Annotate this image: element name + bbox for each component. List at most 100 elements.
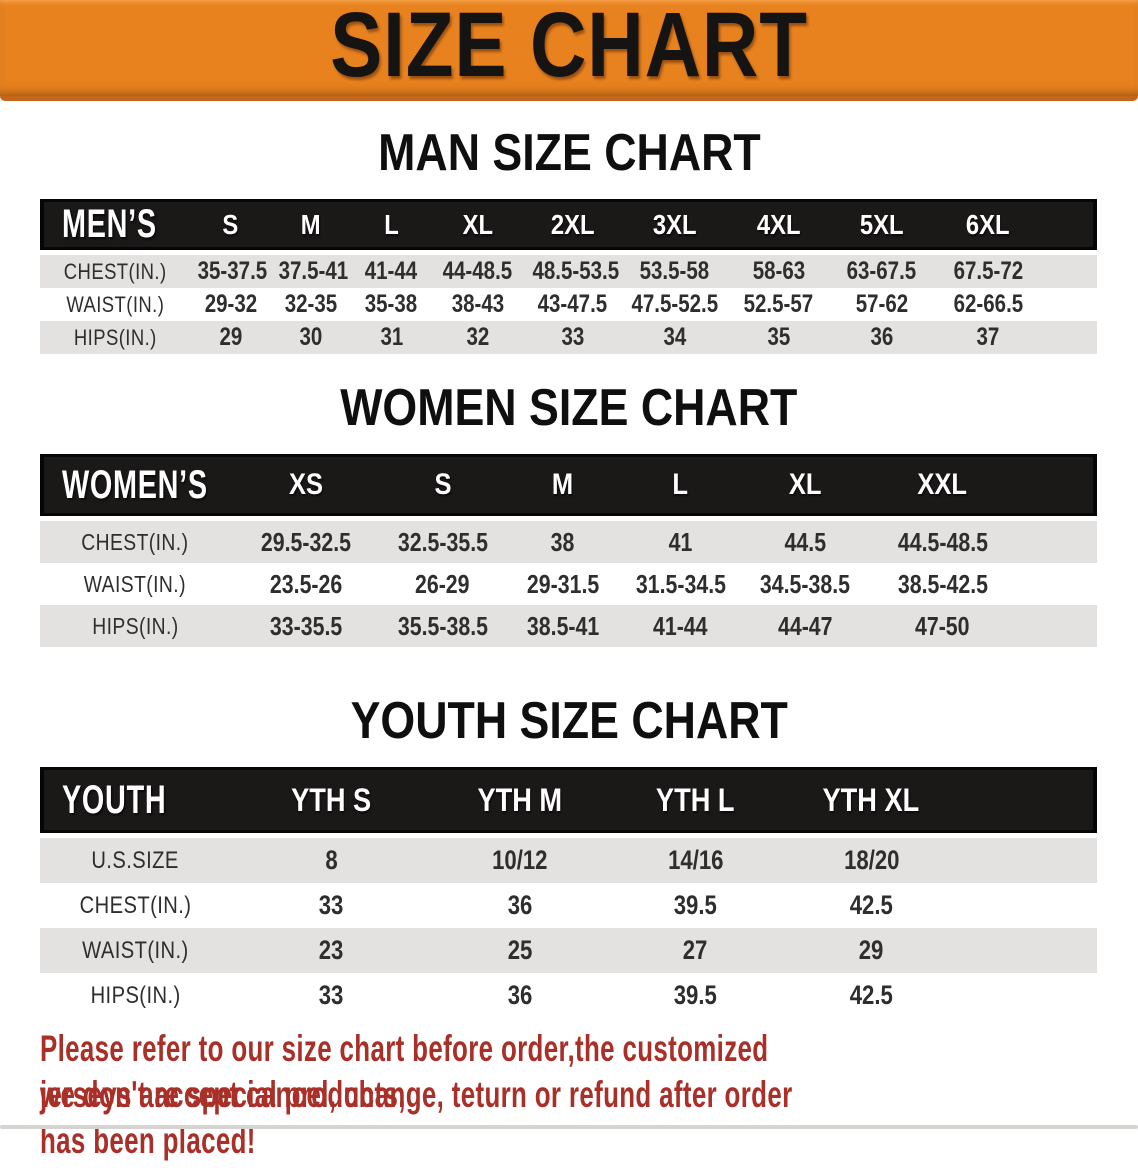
size-header-cell: M — [504, 454, 622, 516]
men-section-title-text: MAN SIZE CHART — [377, 124, 761, 182]
value-cell: 32-35 — [271, 288, 351, 321]
phantom-cell — [1014, 521, 1097, 563]
measurement-row: HIPS(IN.) 33-35.5 35.5-38.5 38.5-41 41-44 44-… — [40, 605, 1097, 647]
value-cell: 33 — [523, 321, 623, 354]
size-header-cell: 5XL — [830, 199, 934, 250]
header-gap — [40, 250, 1097, 255]
size-header-cell: 2XL — [523, 199, 623, 250]
size-header-cell-text: 2XL — [550, 208, 595, 240]
value-cell-text: 44-47 — [777, 610, 833, 641]
women-section-title-text: WOMEN SIZE CHART — [340, 379, 798, 437]
size-header-cell-text: XL — [462, 208, 493, 240]
value-cell: 63-67.5 — [830, 255, 934, 288]
value-cell-text: 39.5 — [673, 980, 717, 1010]
value-cell: 38-43 — [432, 288, 523, 321]
value-cell-text: 41-44 — [653, 610, 708, 641]
value-cell-text: 53.5-58 — [639, 257, 710, 285]
value-cell: 47.5-52.5 — [622, 288, 727, 321]
size-header-cell: 4XL — [726, 199, 831, 250]
value-cell-text: 38 — [550, 526, 575, 557]
value-cell-text: 34.5-38.5 — [760, 568, 851, 599]
size-header-cell: M — [271, 199, 351, 250]
size-header-cell: YTH XL — [783, 767, 960, 833]
value-cell: 44-48.5 — [432, 255, 523, 288]
value-cell: 41-44 — [350, 255, 433, 288]
value-cell: 25 — [432, 928, 608, 973]
value-cell: 67.5-72 — [933, 255, 1043, 288]
value-cell: 43-47.5 — [523, 288, 623, 321]
value-cell-text: 26-29 — [415, 568, 470, 599]
value-cell: 27 — [607, 928, 784, 973]
women-size-table: WOMEN’S XS S M L XL XXL CHEST(IN.) 29.5-32.5 32.5… — [40, 454, 1097, 647]
value-cell: 33-35.5 — [230, 605, 382, 647]
value-cell: 39.5 — [607, 973, 784, 1018]
row-label: WAIST(IN.) — [40, 563, 231, 605]
size-header-cell-text: 5XL — [859, 208, 904, 240]
value-cell-text: 67.5-72 — [953, 257, 1023, 285]
value-cell-text: 30 — [299, 323, 323, 351]
value-cell-text: 39.5 — [673, 890, 717, 920]
value-cell-text: 42.5 — [849, 890, 893, 920]
bottom-divider — [0, 1125, 1138, 1129]
size-header-cell-text: M — [301, 208, 322, 240]
value-cell-text: 32.5-35.5 — [397, 526, 488, 557]
row-label: HIPS(IN.) — [40, 321, 191, 354]
value-cell: 32.5-35.5 — [381, 521, 504, 563]
phantom-cell — [1043, 255, 1097, 288]
size-chart-banner: SIZE CHART — [0, 0, 1138, 101]
phantom-cell — [959, 767, 1097, 833]
phantom-cell — [1043, 288, 1097, 321]
phantom-cell — [1014, 454, 1097, 516]
size-header-cell: S — [190, 199, 272, 250]
row-label: CHEST(IN.) — [40, 521, 231, 563]
phantom-cell — [1043, 321, 1097, 354]
value-cell-text: 47.5-52.5 — [631, 290, 719, 318]
value-cell-text: 29-31.5 — [526, 568, 599, 599]
value-cell: 29.5-32.5 — [230, 521, 382, 563]
value-cell-text: 29 — [219, 323, 243, 351]
size-header-cell: 6XL — [933, 199, 1043, 250]
value-cell: 29 — [190, 321, 272, 354]
table-header-row: WOMEN’S XS S M L XL XXL — [40, 454, 1097, 516]
value-cell: 38.5-41 — [504, 605, 622, 647]
value-cell: 35-37.5 — [190, 255, 272, 288]
value-cell-text: 43-47.5 — [537, 290, 608, 318]
value-cell-text: 44.5 — [784, 526, 826, 557]
value-cell: 36 — [432, 883, 608, 928]
value-cell-text: 31.5-34.5 — [635, 568, 726, 599]
value-cell: 48.5-53.5 — [523, 255, 623, 288]
value-cell-text: 35-38 — [365, 290, 418, 318]
youth-section-title-text: YOUTH SIZE CHART — [350, 692, 788, 750]
size-header-cell: S — [381, 454, 504, 516]
size-header-cell-text: XS — [288, 468, 323, 501]
value-cell-text: 62-66.5 — [953, 290, 1023, 318]
size-header-cell-text: XXL — [917, 468, 968, 501]
value-cell-text: 41 — [668, 526, 693, 557]
value-cell: 36 — [830, 321, 934, 354]
measurement-row: HIPS(IN.) 33 36 39.5 42.5 — [40, 973, 1097, 1018]
size-header-cell-text: YTH XL — [822, 781, 920, 818]
phantom-cell — [959, 928, 1097, 973]
table-corner-label-text: WOMEN’S — [62, 462, 208, 507]
phantom-cell — [1014, 563, 1097, 605]
youth-size-table: YOUTH YTH S YTH M YTH L YTH XL U.S.SIZE 8 10/12… — [40, 767, 1097, 1018]
measurement-row: WAIST(IN.) 23.5-26 26-29 29-31.5 31.5-34.5 34… — [40, 563, 1097, 605]
row-label: WAIST(IN.) — [40, 288, 191, 321]
value-cell-text: 36 — [507, 890, 533, 920]
phantom-cell — [1014, 605, 1097, 647]
value-cell-text: 29 — [858, 935, 884, 965]
value-cell-text: 14/16 — [667, 845, 724, 875]
size-header-cell-text: L — [384, 208, 399, 240]
value-cell-text: 44.5-48.5 — [897, 526, 988, 557]
value-cell: 18/20 — [783, 838, 960, 883]
men-size-table: MEN’S S M L XL 2XL 3XL 4XL 5XL 6XL CHEST(IN.) 35-37… — [40, 199, 1097, 354]
value-cell-text: 31 — [380, 323, 403, 351]
value-cell-text: 33 — [561, 323, 585, 351]
value-cell: 32 — [432, 321, 523, 354]
value-cell: 39.5 — [607, 883, 784, 928]
value-cell: 30 — [271, 321, 351, 354]
value-cell-text: 44-48.5 — [442, 257, 513, 285]
value-cell-text: 57-62 — [855, 290, 909, 318]
value-cell: 35.5-38.5 — [381, 605, 504, 647]
value-cell: 52.5-57 — [726, 288, 831, 321]
